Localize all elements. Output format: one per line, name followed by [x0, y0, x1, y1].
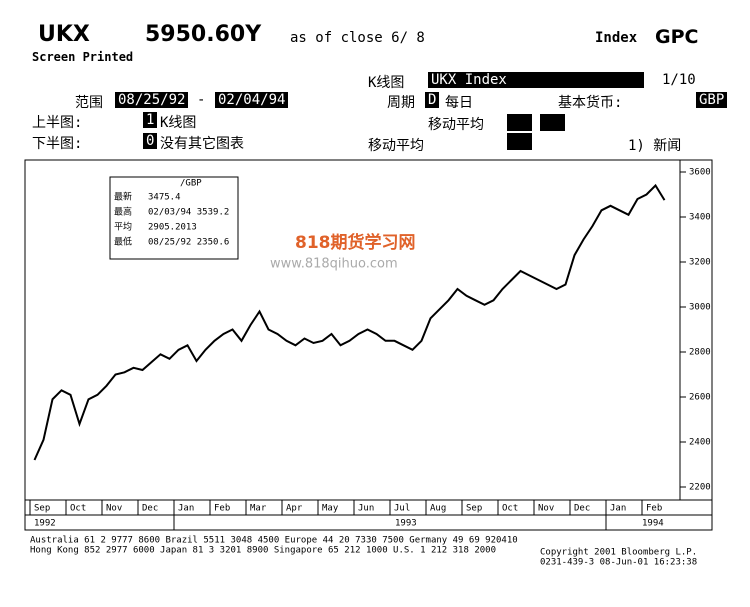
news: 1) 新闻: [628, 138, 682, 154]
footer: Australia 61 2 9777 8600 Brazil 5511 304…: [30, 536, 518, 546]
x-tick-label: Oct: [502, 504, 518, 514]
period: 每日: [445, 95, 473, 111]
y-tick-label: 2600: [689, 393, 711, 403]
chart-frame: [24, 159, 713, 531]
printed: Screen Printed: [32, 50, 134, 64]
x-tick-label: Dec: [142, 504, 158, 514]
page: 1/10: [662, 72, 696, 88]
ticker: UKX: [38, 22, 90, 47]
lower-code: 0: [143, 133, 158, 149]
x-tick-label: May: [322, 504, 339, 514]
info-box: [109, 176, 239, 260]
security-type: Index: [595, 30, 638, 46]
security-box: UKX Index: [428, 72, 644, 88]
upper: K线图: [160, 115, 197, 131]
upper-label: 上半图:: [32, 115, 83, 131]
period-label: 周期: [387, 95, 415, 111]
info-label: 最低: [114, 236, 132, 248]
info-value: 2905.2013: [148, 223, 197, 233]
y-tick-label: 3200: [689, 258, 711, 268]
y-tick-label: 3600: [689, 168, 711, 178]
x-tick-label: Sep: [466, 504, 482, 514]
lower-label: 下半图:: [32, 136, 83, 152]
x-tick-label: Jul: [394, 504, 410, 514]
y-tick-label: 2200: [689, 483, 711, 493]
ma-upper: 移动平均: [428, 117, 484, 133]
year-label: 1994: [642, 519, 664, 529]
y-tick-label: 3000: [689, 303, 711, 313]
y-tick-label: 3400: [689, 213, 711, 223]
chart-label: K线图: [368, 75, 405, 91]
x-tick-label: Dec: [574, 504, 590, 514]
currency-label: 基本货币:: [558, 95, 623, 111]
x-tick-label: Jan: [610, 504, 626, 514]
x-tick-label: Mar: [250, 504, 267, 514]
as-of: as of close 6/ 8: [290, 30, 425, 46]
x-tick-label: Feb: [646, 504, 662, 514]
info-label: 最高: [114, 206, 132, 218]
price-line: [33, 183, 666, 461]
footer: Hong Kong 852 2977 6000 Japan 81 3 3201 …: [30, 546, 496, 556]
x-tick-label: Jun: [358, 504, 374, 514]
lower: 没有其它图表: [160, 136, 244, 152]
info-value: 02/03/94 3539.2: [148, 208, 229, 218]
input-box: [540, 114, 565, 131]
info-value: 3475.4: [148, 193, 181, 203]
range-sep: -: [197, 92, 206, 108]
x-tick-label: Nov: [538, 504, 554, 514]
upper-code: 1: [143, 112, 158, 128]
footer: 0231-439-3 08-Jun-01 16:23:38: [540, 558, 697, 568]
range-end: 02/04/94: [215, 92, 289, 108]
year-label: 1993: [395, 519, 417, 529]
range-start: 08/25/92: [115, 92, 189, 108]
x-tick-label: Aug: [430, 504, 446, 514]
function: GPC: [655, 26, 699, 48]
input-box: [507, 114, 532, 131]
x-tick-label: Oct: [70, 504, 86, 514]
watermark-url: www.818qihuo.com: [270, 257, 398, 272]
x-tick-label: Apr: [286, 504, 303, 514]
ma-lower: 移动平均: [368, 138, 424, 154]
x-tick-label: Nov: [106, 504, 122, 514]
y-tick-label: 2400: [689, 438, 711, 448]
y-tick-label: 2800: [689, 348, 711, 358]
year-label: 1992: [34, 519, 56, 529]
price: 5950.60Y: [145, 22, 262, 47]
x-tick-label: Feb: [214, 504, 230, 514]
currency: GBP: [696, 92, 728, 108]
x-tick-label: Sep: [34, 504, 50, 514]
info-value: 08/25/92 2350.6: [148, 238, 229, 248]
info-currency: /GBP: [180, 179, 202, 189]
info-label: 平均: [114, 221, 132, 233]
x-tick-label: Jan: [178, 504, 194, 514]
period-code: D: [425, 92, 440, 108]
input-box: [507, 133, 532, 150]
info-label: 最新: [114, 191, 132, 203]
range-label: 范围: [75, 95, 103, 111]
footer: Copyright 2001 Bloomberg L.P.: [540, 548, 697, 558]
watermark-title: 818期货学习网: [295, 232, 416, 253]
